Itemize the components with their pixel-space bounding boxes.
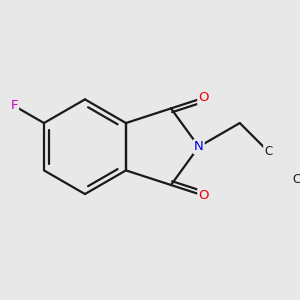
Text: C: C xyxy=(264,145,272,158)
Text: N: N xyxy=(194,140,204,153)
Text: O: O xyxy=(198,189,209,202)
Text: C: C xyxy=(292,173,300,186)
Text: O: O xyxy=(198,92,209,104)
Text: F: F xyxy=(11,100,18,112)
